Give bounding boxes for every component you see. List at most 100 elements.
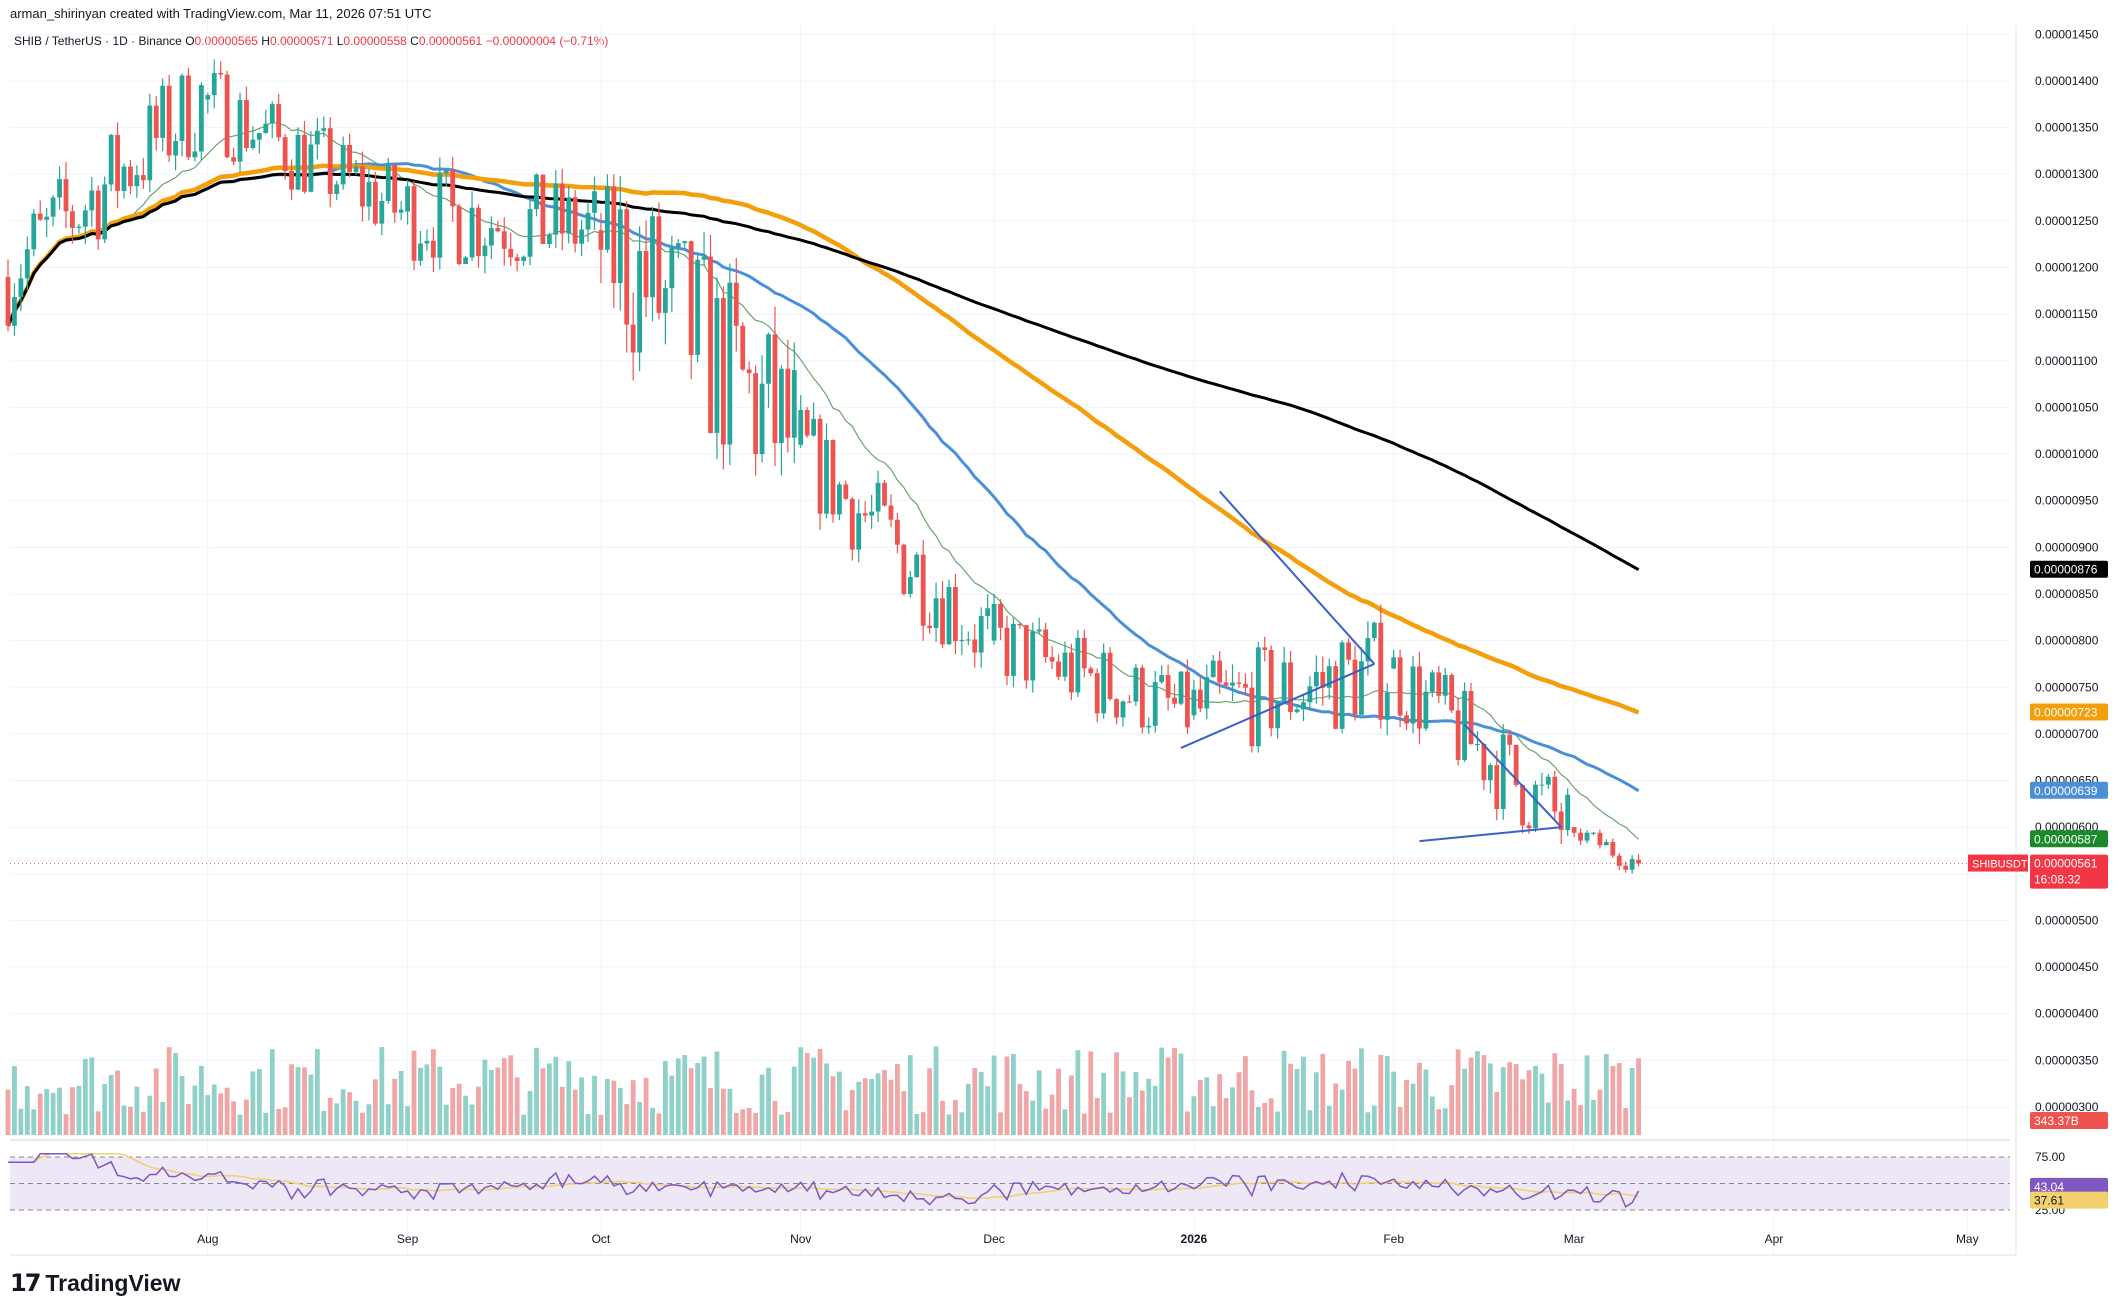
y-tick-label: 0.00000750 bbox=[2035, 680, 2099, 694]
y-tick-label: 0.00001400 bbox=[2035, 74, 2099, 88]
ma-badge-ma200-bg bbox=[2030, 560, 2108, 578]
candle-body bbox=[12, 297, 17, 326]
candle-body bbox=[1378, 622, 1384, 720]
chart-attribution: arman_shirinyan created with TradingView… bbox=[10, 6, 432, 21]
candle-body bbox=[50, 197, 56, 217]
trendline bbox=[1180, 663, 1375, 749]
candle-body bbox=[617, 209, 623, 284]
candle-body bbox=[933, 598, 939, 628]
volume-bar bbox=[914, 1114, 920, 1135]
candle-body bbox=[1178, 671, 1184, 704]
candle-body bbox=[456, 206, 462, 265]
volume-bar bbox=[1249, 1090, 1255, 1135]
volume-bar bbox=[1133, 1072, 1139, 1135]
candle-body bbox=[1204, 677, 1210, 709]
symbol-name[interactable]: SHIB / TetherUS · 1D · Binance bbox=[14, 34, 182, 48]
rsi-value-badge-text: 43.04 bbox=[2034, 1180, 2064, 1194]
candle-body bbox=[1088, 668, 1094, 674]
volume-bar bbox=[1152, 1085, 1158, 1135]
volume-bar bbox=[192, 1085, 198, 1135]
candle-body bbox=[1320, 671, 1326, 688]
candle-body bbox=[746, 369, 752, 374]
candle-body bbox=[218, 72, 224, 75]
volume-bar bbox=[482, 1059, 488, 1135]
candle-body bbox=[24, 249, 30, 279]
candle-body bbox=[1030, 631, 1036, 681]
candle-body bbox=[405, 186, 410, 212]
volume-bar bbox=[598, 1114, 604, 1135]
candle-body bbox=[1423, 691, 1429, 729]
volume-bar bbox=[656, 1113, 662, 1135]
volume-bar bbox=[76, 1085, 82, 1135]
volume-bar bbox=[1210, 1106, 1216, 1135]
candle-body bbox=[424, 240, 430, 244]
candle-body bbox=[385, 165, 391, 201]
volume-bar bbox=[37, 1093, 43, 1135]
candle-body bbox=[727, 282, 733, 445]
candle-body bbox=[1062, 652, 1068, 677]
volume-bar bbox=[82, 1058, 88, 1135]
tradingview-logo-icon: 17 bbox=[10, 1269, 41, 1297]
tradingview-logo[interactable]: 17 TradingView bbox=[10, 1268, 180, 1298]
candle-body bbox=[1629, 859, 1635, 870]
candle-body bbox=[534, 174, 539, 210]
ma-badge-ma50-bg bbox=[2030, 781, 2108, 799]
candle-body bbox=[353, 166, 359, 172]
volume-bar bbox=[553, 1056, 559, 1135]
candle-body bbox=[269, 104, 275, 124]
volume-bar bbox=[1391, 1071, 1397, 1135]
volume-bar bbox=[1384, 1056, 1390, 1135]
volume-bar bbox=[263, 1112, 269, 1135]
volume-bar bbox=[1565, 1100, 1571, 1135]
candle-body bbox=[714, 298, 720, 433]
volume-bar bbox=[985, 1086, 991, 1135]
volume-bar bbox=[327, 1097, 333, 1135]
candle-body bbox=[1236, 682, 1242, 684]
candle-body bbox=[134, 175, 140, 187]
volume-bar bbox=[824, 1063, 829, 1135]
candle-body bbox=[140, 175, 146, 181]
volume-bar bbox=[1526, 1070, 1532, 1135]
candle-body bbox=[1326, 666, 1332, 688]
candle-body bbox=[637, 251, 643, 353]
candle-body bbox=[1346, 642, 1351, 660]
volume-bar bbox=[1049, 1094, 1055, 1135]
candle-body bbox=[198, 85, 204, 152]
volume-bar bbox=[269, 1049, 275, 1135]
volume-bar bbox=[1616, 1063, 1622, 1135]
volume-bar bbox=[1410, 1083, 1416, 1135]
volume-bar bbox=[1011, 1054, 1016, 1135]
candle-body bbox=[1255, 647, 1261, 747]
candle-body bbox=[82, 210, 88, 227]
candle-body bbox=[1185, 671, 1190, 728]
candle-body bbox=[1313, 671, 1319, 687]
candle-body bbox=[1507, 734, 1513, 745]
candle-body bbox=[102, 184, 108, 240]
volume-bar bbox=[1320, 1053, 1326, 1135]
candle-body bbox=[1172, 697, 1177, 704]
volume-bar bbox=[102, 1083, 108, 1135]
volume-bar bbox=[424, 1064, 430, 1135]
candle-body bbox=[837, 484, 842, 515]
ma-badge-ma20-bg bbox=[2030, 830, 2108, 848]
symbol-tag: SHIBUSDT bbox=[1972, 859, 2028, 871]
volume-bar bbox=[1629, 1067, 1635, 1135]
volume-bar bbox=[1275, 1111, 1281, 1135]
volume-bar bbox=[895, 1064, 900, 1135]
ohlc-open: 0.00000565 bbox=[194, 34, 258, 48]
volume-bar bbox=[1114, 1052, 1119, 1135]
volume-bar bbox=[817, 1048, 823, 1135]
candle-body bbox=[108, 134, 114, 185]
candle-body bbox=[437, 173, 443, 258]
ohlc-change: −0.00000004 (−0.71%) bbox=[485, 34, 609, 48]
candle-body bbox=[70, 211, 75, 228]
candle-body bbox=[927, 625, 933, 628]
candle-body bbox=[817, 418, 823, 514]
volume-bar bbox=[1339, 1089, 1345, 1135]
volume-bar bbox=[385, 1104, 391, 1135]
candle-body bbox=[798, 410, 804, 445]
volume-bar bbox=[927, 1068, 933, 1135]
volume-bar bbox=[289, 1064, 294, 1135]
candle-body bbox=[334, 184, 340, 195]
